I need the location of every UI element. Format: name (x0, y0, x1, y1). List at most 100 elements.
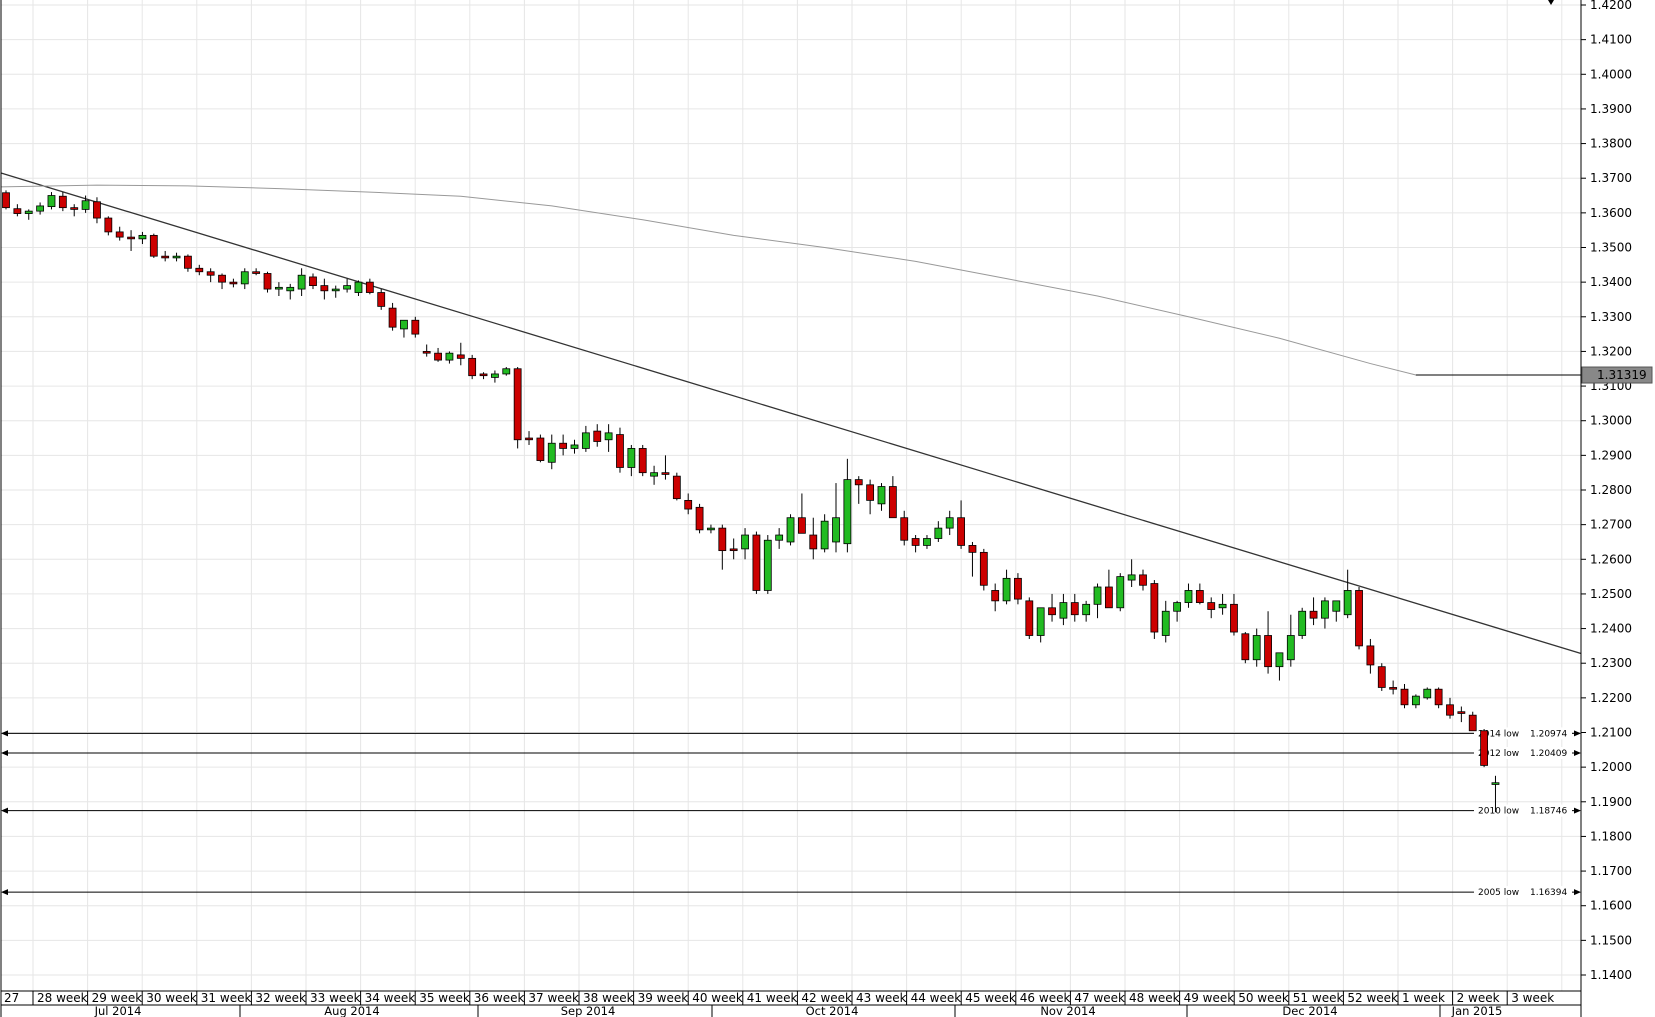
week-label: 34 week (365, 991, 416, 1005)
candle-body-up (923, 538, 931, 546)
candle (343, 278, 352, 293)
candle (1434, 687, 1443, 709)
candle (718, 524, 727, 570)
candle-body-up (1321, 600, 1329, 619)
candle (309, 273, 317, 290)
y-tick-label: 1.1800 (1590, 829, 1632, 843)
candle (491, 370, 499, 383)
candle-body-up (570, 444, 579, 449)
candle-body-down (1309, 610, 1318, 619)
candle-body-down (58, 195, 67, 209)
candle-body-up (297, 274, 306, 290)
level-label: 2010 low (1478, 807, 1519, 817)
candle-body-up (1343, 590, 1352, 616)
candle (1082, 600, 1091, 622)
candle-body-down (957, 517, 965, 546)
candle (581, 425, 590, 452)
candle (798, 493, 806, 534)
month-label: Sep 2014 (561, 1004, 616, 1017)
current-price-label: 1.31319 (1597, 368, 1647, 382)
candle-body-down (593, 430, 602, 442)
candle-body-down (695, 506, 704, 531)
candle (1275, 652, 1284, 681)
week-label: 30 week (146, 991, 197, 1005)
candle-body-down (434, 352, 442, 361)
y-tick-label: 1.2200 (1590, 691, 1632, 705)
candle (1446, 697, 1454, 719)
candle-body-down (1366, 645, 1375, 666)
candle-body-down (718, 527, 727, 552)
candle (911, 535, 920, 553)
candle-body-down (1377, 666, 1386, 688)
candle-body-up (331, 288, 340, 292)
candle-body-up (274, 286, 283, 290)
candle (843, 458, 852, 553)
candle-body-down (900, 517, 909, 541)
candle-body-down (1434, 688, 1443, 706)
candle-body-down (809, 534, 818, 550)
candle (763, 535, 772, 594)
candle-body-up (1127, 574, 1136, 581)
candle (1389, 680, 1398, 695)
candle (206, 268, 215, 283)
candle-body-down (1104, 586, 1113, 609)
y-tick-label: 1.3200 (1590, 344, 1632, 358)
candle-body-down (115, 231, 124, 238)
candle (58, 192, 67, 212)
candle-body-up (604, 432, 613, 441)
candle-body-down (1480, 730, 1488, 766)
candle-body-down (104, 217, 113, 233)
candle (1286, 614, 1295, 667)
candle-body-up (741, 534, 749, 550)
y-tick-label: 1.3300 (1590, 310, 1632, 324)
candle (1207, 597, 1216, 619)
candle (93, 197, 101, 224)
candle (365, 278, 374, 295)
level-label: 2012 low (1478, 749, 1519, 759)
candle (468, 354, 477, 380)
candle-body-up (1059, 602, 1068, 619)
candle (24, 209, 33, 220)
candle-body-up (47, 195, 56, 208)
candle (1195, 583, 1204, 605)
y-tick-label: 1.3900 (1590, 102, 1632, 116)
downtrend-line (0, 172, 1582, 655)
candle-body-up (1036, 607, 1045, 636)
candle-body-down (1230, 603, 1238, 633)
candle-body-up (240, 271, 249, 285)
candle-body-down (195, 267, 204, 273)
candle (707, 524, 715, 534)
current-price-box (1581, 366, 1653, 384)
candle-body-up (1252, 635, 1261, 661)
week-label: 43 week (856, 991, 907, 1005)
level-label-bg (1474, 886, 1572, 899)
candle (36, 202, 45, 215)
candle (729, 538, 738, 560)
candle (820, 514, 829, 553)
candle (274, 282, 283, 296)
candle (854, 476, 863, 504)
level-value: 1.20409 (1530, 749, 1567, 759)
candle (570, 439, 579, 454)
candle (502, 367, 511, 376)
candle (684, 493, 693, 515)
candle-body-up (1286, 635, 1295, 661)
candle (877, 483, 886, 511)
candle-body-up (1161, 610, 1170, 636)
right-arrow-icon (1574, 807, 1581, 814)
candle (1241, 632, 1250, 664)
candle (218, 273, 226, 290)
candle (81, 195, 90, 213)
candle (1377, 663, 1386, 691)
candle-body-up (36, 205, 45, 212)
candle (47, 192, 56, 210)
y-tick-label: 1.3400 (1590, 275, 1632, 289)
candle-body-down (479, 373, 488, 377)
candle (184, 254, 192, 272)
week-label: 41 week (747, 991, 798, 1005)
candle (479, 372, 488, 380)
right-arrow-icon (1574, 730, 1581, 737)
left-arrow-icon (1, 749, 8, 756)
candle-body-down (377, 292, 386, 307)
candle-body-down (229, 281, 238, 285)
